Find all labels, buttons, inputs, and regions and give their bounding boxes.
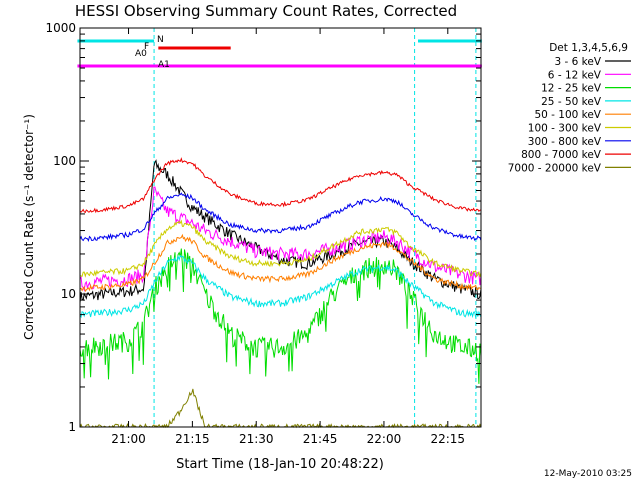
x-tick-label-0: 21:00 bbox=[111, 432, 146, 446]
series-line-5 bbox=[79, 219, 482, 278]
series-layer bbox=[79, 157, 482, 429]
x-axis: 21:00 21:15 21:30 21:45 22:00 22:15 bbox=[111, 28, 465, 446]
x-tick-label-5: 22:15 bbox=[430, 432, 465, 446]
series-line-1 bbox=[79, 186, 482, 292]
chart-title: HESSI Observing Summary Count Rates, Cor… bbox=[75, 2, 457, 20]
y-tick-label-2: 100 bbox=[53, 154, 76, 168]
x-tick-label-1: 21:15 bbox=[175, 432, 210, 446]
y-tick-label-3: 1000 bbox=[45, 21, 76, 35]
series-line-2 bbox=[79, 248, 482, 384]
flag-label-0: N bbox=[157, 35, 164, 45]
shading-lines bbox=[153, 28, 477, 427]
series-line-6 bbox=[79, 192, 482, 242]
series-line-7 bbox=[79, 157, 482, 214]
x-tick-label-3: 21:45 bbox=[303, 432, 338, 446]
timestamp: 12-May-2010 03:25 bbox=[544, 469, 632, 479]
legend-title: Det 1,3,4,5,6,9 bbox=[549, 42, 628, 54]
series-line-4 bbox=[79, 233, 481, 293]
y-tick-label-1: 10 bbox=[61, 287, 76, 301]
x-tick-label-4: 22:00 bbox=[367, 432, 402, 446]
legend-label-6: 300 - 800 keV bbox=[528, 136, 602, 148]
legend-label-1: 6 - 12 keV bbox=[548, 69, 602, 81]
plot-frame bbox=[79, 27, 482, 428]
series-line-3 bbox=[79, 254, 482, 319]
series-line-8 bbox=[79, 388, 482, 429]
y-tick-label-0: 1 bbox=[68, 420, 76, 434]
x-tick-label-2: 21:30 bbox=[239, 432, 274, 446]
flag-label-2: A0 bbox=[135, 49, 147, 59]
legend-label-5: 100 - 300 keV bbox=[528, 123, 602, 135]
legend-label-8: 7000 - 20000 keV bbox=[508, 162, 602, 174]
legend-label-0: 3 - 6 keV bbox=[554, 56, 601, 68]
y-axis: 1 10 100 1000 bbox=[45, 21, 481, 434]
y-axis-label: Corrected Count Rate (s⁻¹ detector⁻¹) bbox=[22, 114, 36, 340]
legend-label-3: 25 - 50 keV bbox=[541, 96, 602, 108]
legend-label-4: 50 - 100 keV bbox=[534, 109, 601, 121]
flag-label-3: A1 bbox=[158, 60, 170, 70]
legend-label-2: 12 - 25 keV bbox=[541, 83, 602, 95]
legend-label-7: 800 - 7000 keV bbox=[521, 149, 602, 161]
flag-label-1: F bbox=[144, 42, 149, 52]
x-axis-label: Start Time (18-Jan-10 20:48:22) bbox=[176, 457, 384, 472]
